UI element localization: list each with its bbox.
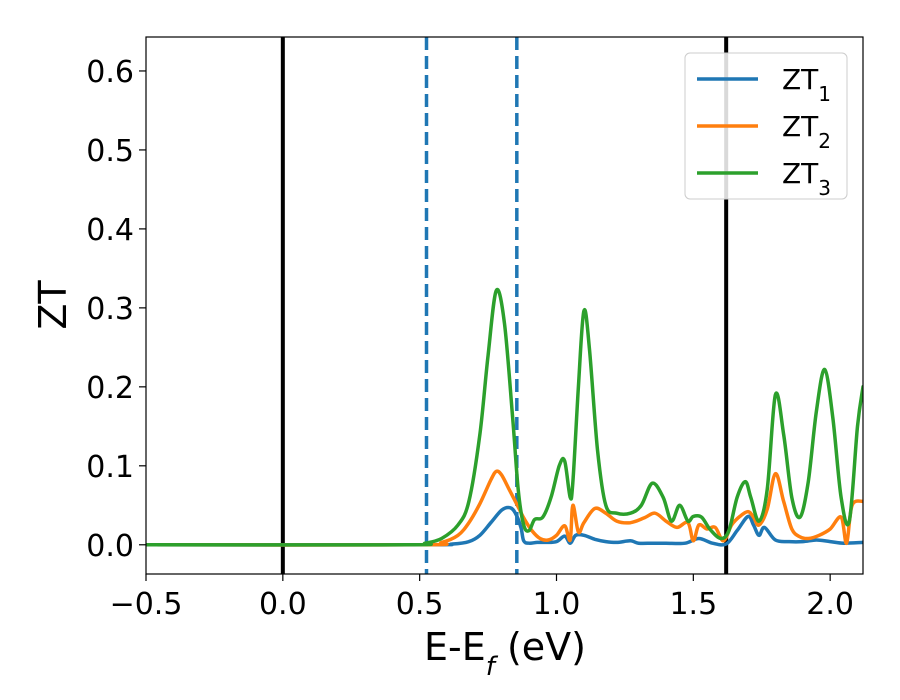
x-tick-label: 1.5: [669, 587, 717, 622]
plot-frame: [145, 36, 864, 575]
series-line-zt1: [146, 505, 863, 547]
x-axis-label-main: E-E: [424, 625, 486, 669]
y-tick-label: 0.4: [86, 213, 134, 248]
x-axis: −0.5 0.0 0.5 1.0 1.5 2.0: [110, 574, 854, 622]
x-tick-label: 0.5: [396, 587, 444, 622]
series-layer: [146, 287, 863, 547]
legend-label-subscript: 2: [818, 129, 831, 153]
legend-label-main: ZT: [782, 63, 819, 96]
legend-label-main: ZT: [782, 110, 819, 143]
y-tick-label: 0.0: [86, 529, 134, 564]
y-tick-label: 0.2: [86, 371, 134, 406]
y-tick-label: 0.1: [86, 450, 134, 485]
legend-label-zt1: ZT1: [782, 63, 831, 106]
x-tick-label: 1.0: [533, 587, 581, 622]
series-line-zt2: [146, 469, 863, 547]
legend-label-zt3: ZT3: [782, 157, 831, 200]
legend-label-subscript: 3: [818, 176, 831, 200]
legend-label-subscript: 1: [818, 82, 831, 106]
x-axis-label-unit: (eV): [495, 625, 586, 669]
x-tick-label: −0.5: [110, 587, 183, 622]
y-tick-label: 0.5: [86, 134, 134, 169]
x-tick-label: 0.0: [259, 587, 307, 622]
legend-label-main: ZT: [782, 157, 819, 190]
x-tick-label: 2.0: [806, 587, 854, 622]
legend-label-zt2: ZT2: [782, 110, 831, 153]
y-tick-label: 0.6: [86, 55, 134, 90]
y-axis: 0.0 0.1 0.2 0.3 0.4 0.5 0.6: [86, 55, 146, 564]
y-tick-label: 0.3: [86, 292, 134, 327]
series-line-zt3: [146, 287, 863, 547]
legend-box: [684, 52, 848, 200]
y-axis-label: ZT: [31, 280, 75, 330]
